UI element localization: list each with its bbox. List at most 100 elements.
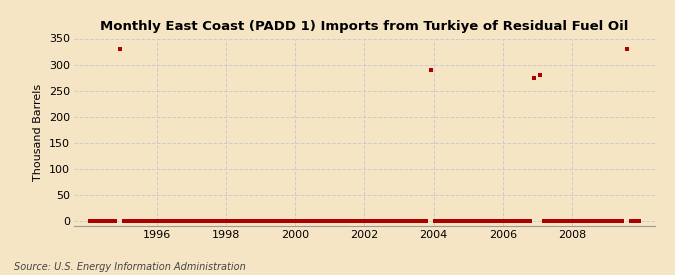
Point — [202, 219, 213, 224]
Text: Source: U.S. Energy Information Administration: Source: U.S. Energy Information Administ… — [14, 262, 245, 272]
Point — [605, 219, 616, 224]
Point — [329, 219, 340, 224]
Point — [133, 219, 144, 224]
Point — [430, 219, 441, 224]
Point — [283, 219, 294, 224]
Point — [251, 219, 262, 224]
Point — [159, 219, 170, 224]
Point — [392, 219, 403, 224]
Point — [242, 219, 253, 224]
Point — [326, 219, 337, 224]
Point — [122, 219, 132, 224]
Point — [433, 219, 443, 224]
Point — [317, 219, 328, 224]
Point — [263, 219, 273, 224]
Point — [597, 219, 608, 224]
Point — [421, 219, 432, 224]
Point — [369, 219, 380, 224]
Point — [179, 219, 190, 224]
Point — [464, 219, 475, 224]
Point — [315, 219, 325, 224]
Point — [182, 219, 193, 224]
Point — [502, 219, 512, 224]
Point — [320, 219, 331, 224]
Point — [153, 219, 164, 224]
Point — [176, 219, 187, 224]
Point — [257, 219, 268, 224]
Point — [173, 219, 184, 224]
Point — [300, 219, 311, 224]
Point — [99, 219, 109, 224]
Point — [234, 219, 244, 224]
Point — [167, 219, 178, 224]
Point — [425, 68, 436, 72]
Point — [144, 219, 155, 224]
Point — [545, 219, 556, 224]
Point — [217, 219, 227, 224]
Point — [375, 219, 385, 224]
Point — [579, 219, 590, 224]
Point — [551, 219, 562, 224]
Point — [554, 219, 564, 224]
Point — [231, 219, 242, 224]
Point — [496, 219, 507, 224]
Point — [185, 219, 196, 224]
Point — [286, 219, 296, 224]
Point — [602, 219, 613, 224]
Point — [591, 219, 601, 224]
Point — [245, 219, 256, 224]
Point — [559, 219, 570, 224]
Point — [406, 219, 417, 224]
Point — [583, 219, 593, 224]
Point — [381, 219, 392, 224]
Point — [114, 47, 125, 51]
Point — [398, 219, 409, 224]
Point — [395, 219, 406, 224]
Point — [171, 219, 182, 224]
Point — [162, 219, 173, 224]
Point — [594, 219, 605, 224]
Point — [479, 219, 489, 224]
Point — [634, 219, 645, 224]
Point — [485, 219, 495, 224]
Point — [574, 219, 585, 224]
Point — [87, 219, 98, 224]
Point — [142, 219, 153, 224]
Point — [467, 219, 478, 224]
Point — [335, 219, 346, 224]
Point — [493, 219, 504, 224]
Point — [458, 219, 469, 224]
Point — [190, 219, 201, 224]
Point — [124, 219, 135, 224]
Point — [576, 219, 587, 224]
Point — [614, 219, 625, 224]
Point — [248, 219, 259, 224]
Point — [487, 219, 498, 224]
Point — [355, 219, 366, 224]
Point — [383, 219, 394, 224]
Point — [260, 219, 271, 224]
Point — [621, 47, 632, 51]
Point — [237, 219, 248, 224]
Point — [323, 219, 334, 224]
Point — [510, 219, 521, 224]
Point — [303, 219, 314, 224]
Point — [367, 219, 377, 224]
Point — [415, 219, 426, 224]
Point — [306, 219, 317, 224]
Point — [136, 219, 146, 224]
Point — [524, 219, 535, 224]
Point — [410, 219, 421, 224]
Point — [363, 219, 374, 224]
Point — [194, 219, 205, 224]
Point — [288, 219, 299, 224]
Point — [225, 219, 236, 224]
Y-axis label: Thousand Barrels: Thousand Barrels — [33, 83, 43, 181]
Point — [562, 219, 573, 224]
Title: Monthly East Coast (PADD 1) Imports from Turkiye of Residual Fuel Oil: Monthly East Coast (PADD 1) Imports from… — [101, 20, 628, 33]
Point — [626, 219, 637, 224]
Point — [599, 219, 610, 224]
Point — [441, 219, 452, 224]
Point — [535, 73, 545, 77]
Point — [92, 219, 103, 224]
